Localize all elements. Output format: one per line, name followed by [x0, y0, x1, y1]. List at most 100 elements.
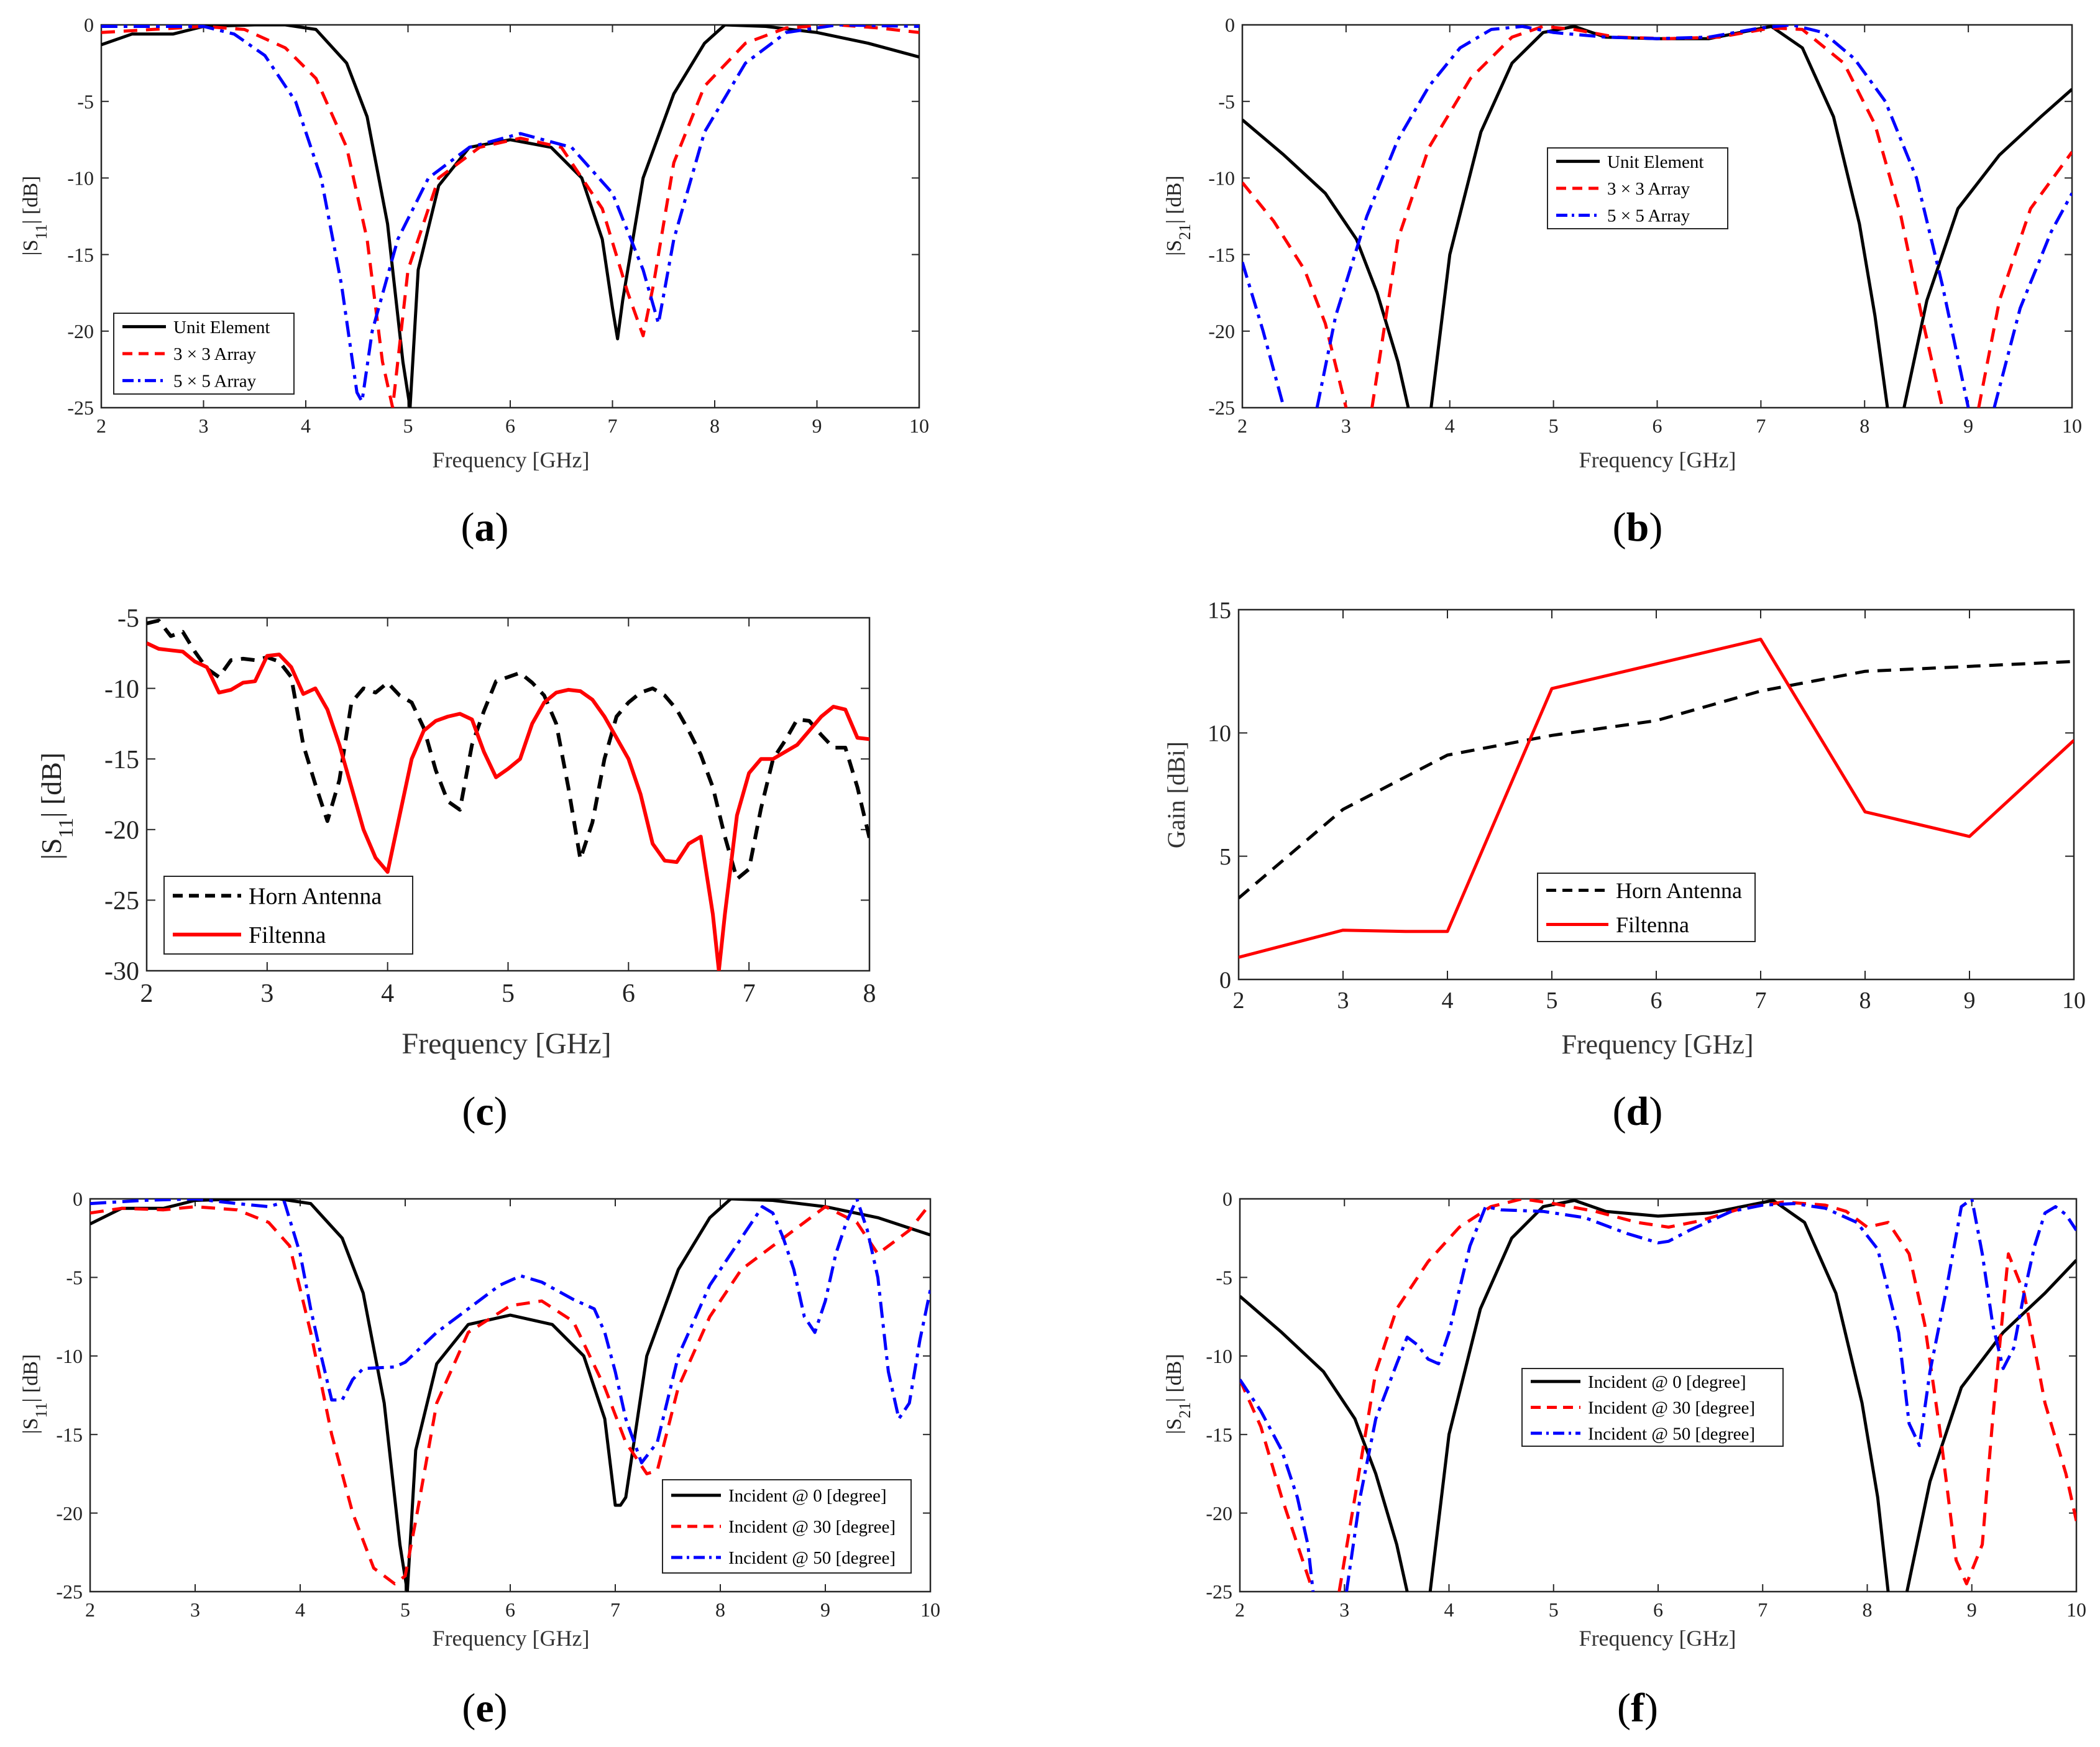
x-tick-label: 5 [502, 979, 515, 1008]
y-tick-label: 0 [73, 1188, 83, 1210]
x-tick-label: 7 [1758, 1598, 1768, 1621]
legend: Unit Element 3 × 3 Array 5 × 5 Array [113, 313, 295, 395]
panel-b-ylabel: |S21| [dB] [1163, 175, 1194, 255]
plot-e: 2 3 4 5 6 7 8 9 10 0 -5 -10 -15 -20 -25 Incident @ 0 [d… [56, 1188, 940, 1621]
y-tick-label: -10 [1208, 167, 1235, 190]
x-tick-label: 8 [1863, 1598, 1873, 1621]
legend: Horn Antenna Filtenna [163, 876, 413, 955]
x-tick-label: 7 [610, 1598, 620, 1621]
series-line [101, 25, 919, 403]
y-tick-label: -25 [56, 1580, 83, 1603]
y-tick-label: 0 [1225, 14, 1235, 36]
y-tick-label: -20 [1206, 1502, 1232, 1525]
x-tick-label: 6 [505, 1598, 515, 1621]
legend-label: Horn Antenna [1616, 878, 1742, 903]
x-tick-label: 3 [199, 415, 209, 437]
legend-label: Incident @ 50 [degree] [728, 1548, 896, 1568]
x-tick-label: 3 [1339, 1598, 1349, 1621]
x-tick-label: 6 [1653, 1598, 1663, 1621]
legend-label: 3 × 3 Array [1607, 179, 1690, 199]
y-tick-label: 0 [84, 14, 94, 36]
x-tick-label: 7 [1756, 415, 1766, 437]
panel-e: |S11| [dB] Frequency [GHz] (e) [19, 1354, 589, 1731]
y-tick-label: 5 [1219, 844, 1231, 870]
x-tick-label: 4 [295, 1598, 305, 1621]
y-tick-label: -10 [1206, 1345, 1232, 1367]
x-tick-label: 10 [2066, 1598, 2086, 1621]
panel-d: Gain [dBi] Frequency [GHz] (d) [1162, 741, 1754, 1134]
x-tick-label: 10 [2062, 415, 2082, 437]
y-tick-label: -5 [117, 605, 139, 633]
x-tick-label: 3 [1341, 415, 1351, 437]
x-tick-label: 8 [1859, 415, 1869, 437]
x-tick-label: 3 [1337, 988, 1349, 1014]
x-tick-label: 10 [909, 415, 929, 437]
panel-e-xlabel: Frequency [GHz] [433, 1626, 590, 1651]
panel-f-caption: (f) [1617, 1685, 1658, 1731]
series-line [1240, 1199, 2076, 1592]
y-tick-label: -25 [1206, 1580, 1232, 1603]
y-tick-label: -20 [104, 817, 139, 845]
series-line [101, 25, 919, 408]
y-tick-label: -20 [1208, 320, 1235, 342]
x-tick-label: 10 [2062, 988, 2086, 1014]
y-tick-label: -25 [67, 397, 94, 419]
y-tick-label: -20 [67, 320, 94, 342]
x-tick-label: 2 [1233, 988, 1245, 1014]
x-tick-label: 5 [1546, 988, 1558, 1014]
y-tick-label: -5 [1216, 1267, 1232, 1289]
x-tick-label: 3 [260, 979, 273, 1008]
y-tick-label: -10 [104, 675, 139, 704]
panel-d-xlabel: Frequency [GHz] [1561, 1029, 1753, 1060]
x-tick-label: 6 [1651, 988, 1662, 1014]
x-tick-label: 4 [1445, 415, 1455, 437]
series-line [147, 641, 869, 971]
plot-d: 2 3 4 5 6 7 8 9 10 0 5 10 15 Horn Antenna Filtenna [1208, 597, 2086, 1014]
y-tick-label: 0 [1219, 967, 1231, 993]
y-tick-label: 10 [1208, 721, 1231, 747]
x-tick-label: 5 [1549, 415, 1559, 437]
x-tick-label: 5 [400, 1598, 410, 1621]
y-tick-label: -15 [1206, 1423, 1232, 1446]
y-tick-label: -15 [104, 746, 139, 774]
legend-label: Unit Element [173, 318, 270, 337]
legend-label: Horn Antenna [249, 884, 382, 910]
x-tick-label: 2 [85, 1598, 95, 1621]
panel-a-caption: (a) [461, 505, 509, 550]
y-tick-label: -20 [56, 1502, 83, 1525]
legend-box [1537, 873, 1756, 942]
y-tick-label: -10 [56, 1345, 83, 1367]
legend-label: 5 × 5 Array [1607, 206, 1690, 226]
y-tick-label: -5 [66, 1267, 83, 1289]
series-line [90, 1199, 930, 1465]
panel-f-ylabel: |S21| [dB] [1163, 1354, 1194, 1434]
legend-label: Incident @ 0 [degree] [1588, 1372, 1746, 1392]
panel-f: |S21| [dB] Frequency [GHz] (f) [1163, 1354, 1736, 1731]
legend-label: 3 × 3 Array [173, 344, 257, 364]
y-tick-label: -5 [1218, 90, 1235, 112]
series-line [101, 25, 919, 408]
y-tick-label: -15 [1208, 244, 1235, 266]
x-tick-label: 3 [190, 1598, 200, 1621]
y-tick-label: -25 [104, 887, 139, 915]
x-tick-label: 4 [381, 979, 394, 1008]
x-tick-label: 4 [1444, 1598, 1454, 1621]
x-tick-label: 4 [301, 415, 311, 437]
x-tick-label: 9 [1963, 415, 1973, 437]
legend-label: Incident @ 0 [degree] [728, 1486, 887, 1506]
x-tick-label: 2 [1235, 1598, 1245, 1621]
legend-label: Filtenna [249, 922, 326, 948]
y-tick-label: -30 [104, 958, 139, 986]
panel-a-xlabel: Frequency [GHz] [433, 447, 590, 472]
x-tick-label: 7 [1755, 988, 1767, 1014]
series-line [1242, 25, 2072, 408]
x-tick-label: 6 [622, 979, 635, 1008]
x-tick-label: 2 [96, 415, 106, 437]
x-tick-label: 8 [710, 415, 720, 437]
y-tick-label: -25 [1208, 397, 1235, 419]
plot-a: 2 3 4 5 6 7 8 9 10 0 -5 -10 -15 -20 -25 Unit Element 3 ×… [67, 14, 929, 437]
y-tick-label: -5 [77, 90, 94, 112]
series-line [1239, 638, 2074, 959]
panel-c-caption: (c) [462, 1089, 507, 1134]
x-tick-label: 7 [608, 415, 618, 437]
